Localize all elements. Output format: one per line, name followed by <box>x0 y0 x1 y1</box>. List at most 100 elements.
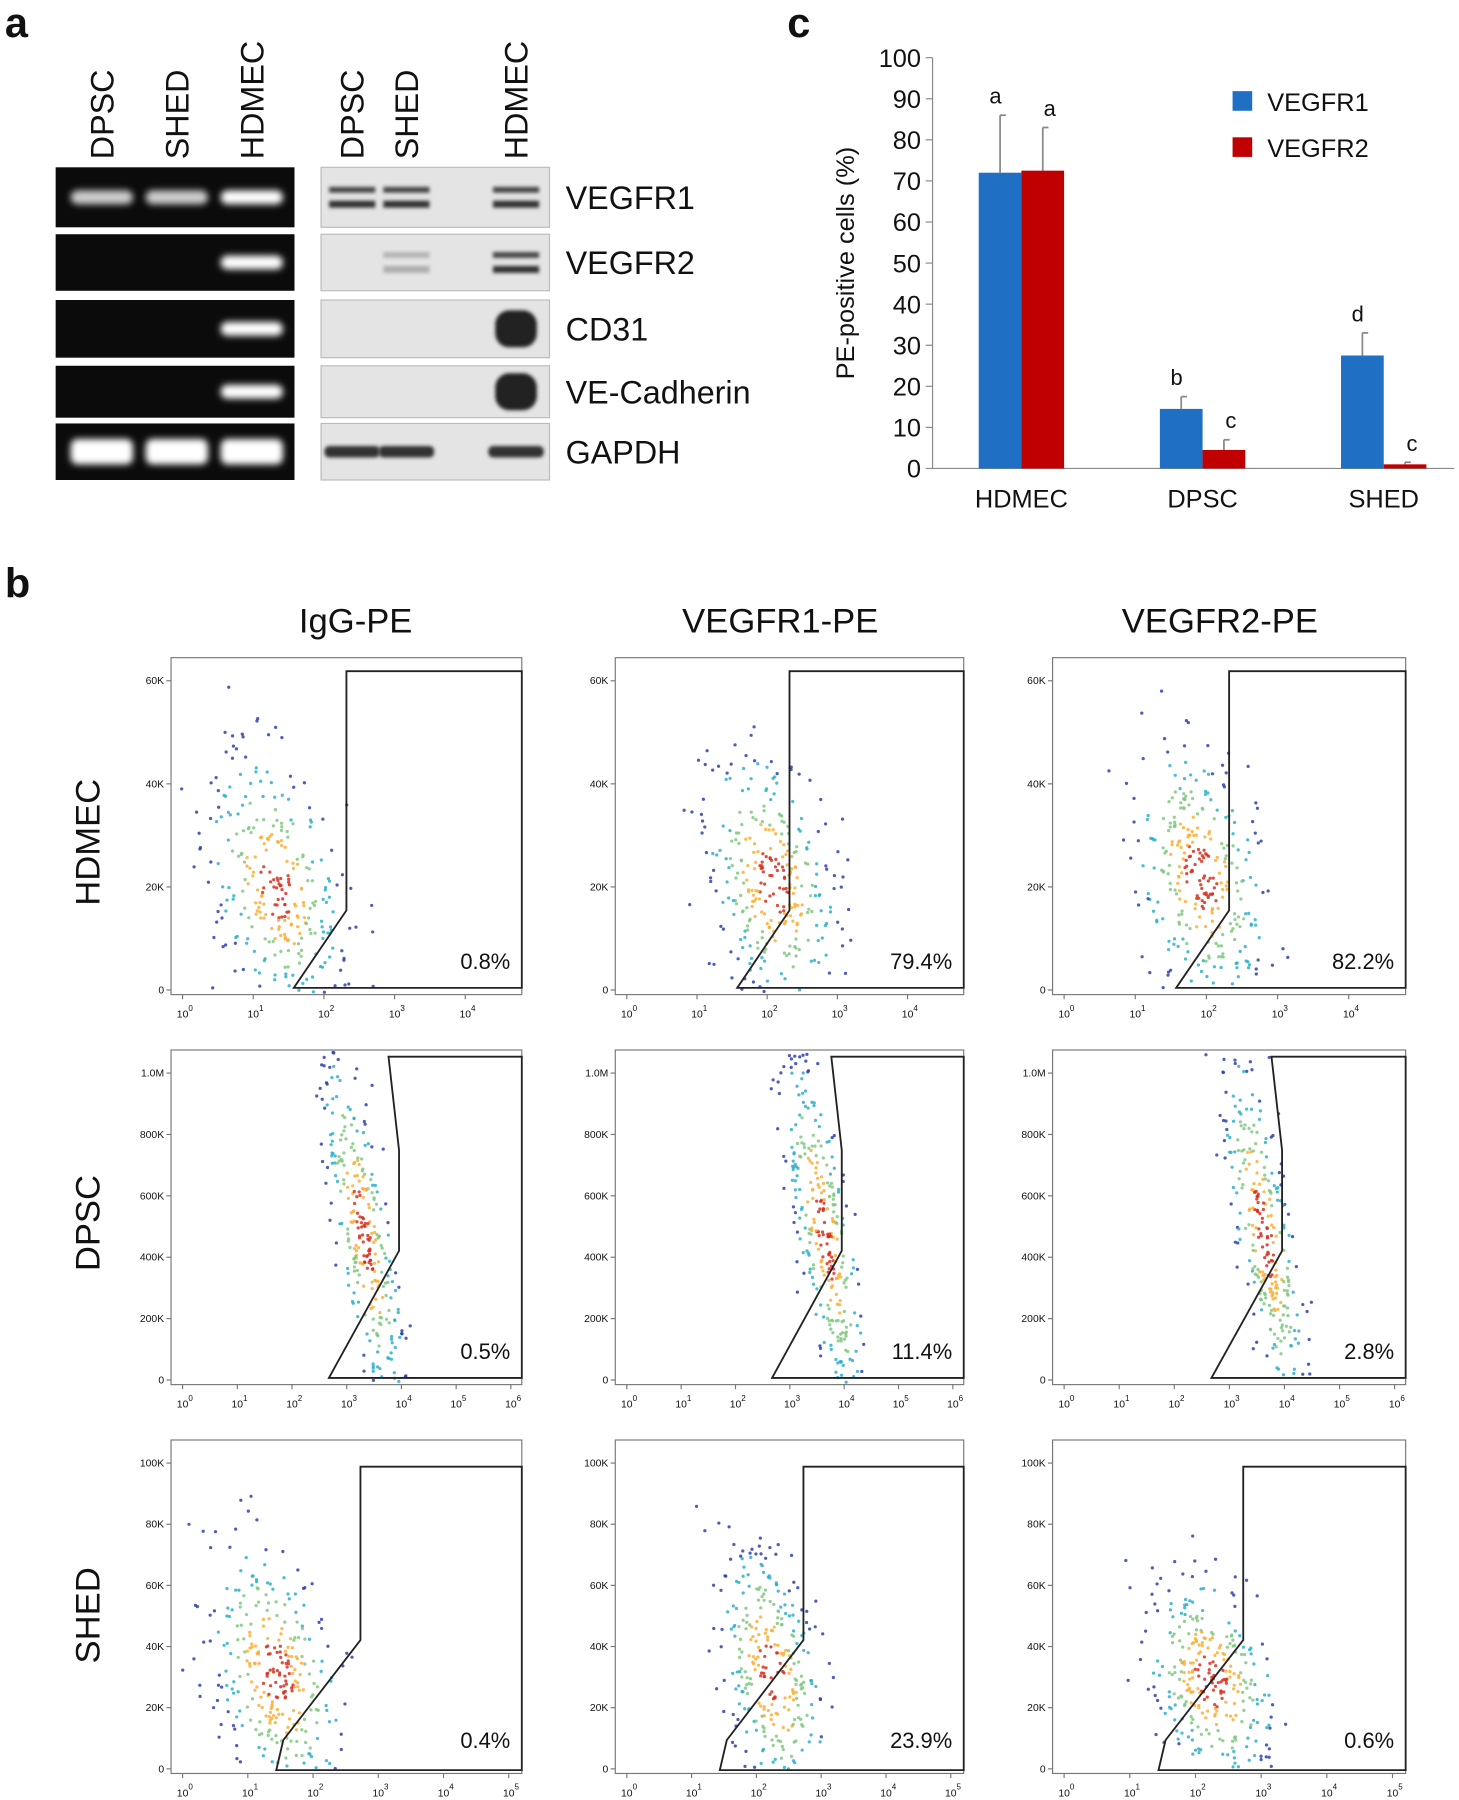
event-dot <box>1169 1602 1173 1606</box>
blot-band <box>492 265 540 273</box>
event-dot <box>358 1261 362 1265</box>
event-dot <box>255 1518 259 1522</box>
event-dot <box>794 954 798 958</box>
event-dot <box>703 1529 707 1533</box>
event-dot <box>315 1736 320 1741</box>
event-dot <box>1257 936 1261 940</box>
event-dot <box>777 1091 781 1096</box>
x-tick-exponent: 2 <box>741 1394 746 1403</box>
event-dot <box>1272 1184 1276 1188</box>
event-dot <box>275 1650 279 1655</box>
y-tick-label: 60K <box>1027 676 1046 687</box>
event-dot <box>794 1690 798 1695</box>
event-dot <box>745 1620 749 1624</box>
event-dot <box>249 1622 253 1626</box>
event-dot <box>768 1692 772 1697</box>
event-dot <box>1181 825 1186 830</box>
event-dot <box>733 1634 737 1638</box>
event-dot <box>1167 863 1172 867</box>
event-dot <box>800 1077 804 1081</box>
event-dot <box>398 1335 402 1339</box>
event-dot <box>226 1710 230 1714</box>
x-tick-base: 10 <box>1124 1789 1136 1800</box>
event-dot <box>762 1726 766 1730</box>
x-tick-base: 10 <box>751 1789 763 1800</box>
event-dot <box>730 976 734 980</box>
event-dot <box>1261 1201 1266 1205</box>
y-tick-label: 200K <box>1021 1314 1045 1325</box>
event-dot <box>228 785 232 789</box>
event-dot <box>1166 947 1171 952</box>
event-dot <box>373 1252 377 1256</box>
event-dot <box>1282 1288 1287 1292</box>
event-dot <box>1191 1661 1195 1665</box>
event-dot <box>1246 1282 1250 1286</box>
event-dot <box>733 1744 737 1748</box>
event-dot <box>812 1282 816 1286</box>
event-dot <box>765 765 769 769</box>
event-dot <box>747 1654 751 1658</box>
event-dot <box>326 877 330 881</box>
event-dot <box>328 1065 332 1069</box>
event-dot <box>244 755 248 759</box>
event-dot <box>268 1668 272 1672</box>
event-dot <box>1202 900 1207 905</box>
event-dot <box>1263 1177 1267 1181</box>
column-title: VEGFR1-PE <box>682 602 878 640</box>
event-dot <box>772 792 776 796</box>
x-tick-base: 10 <box>1190 1789 1202 1800</box>
event-dot <box>1230 1746 1234 1750</box>
event-dot <box>1276 1198 1280 1202</box>
event-dot <box>335 1161 340 1165</box>
event-dot <box>834 1319 838 1323</box>
event-dot <box>299 1661 304 1665</box>
event-dot <box>844 1325 848 1329</box>
event-dot <box>1261 1207 1266 1212</box>
event-dot <box>1203 789 1208 793</box>
event-dot <box>743 935 747 940</box>
event-dot <box>268 1582 272 1586</box>
event-dot <box>280 736 284 740</box>
column-title: IgG-PE <box>299 602 412 640</box>
event-dot <box>323 885 328 890</box>
event-dot <box>363 1122 367 1126</box>
event-dot <box>389 1357 394 1361</box>
event-dot <box>1231 927 1235 931</box>
event-dot <box>1269 1233 1274 1238</box>
event-dot <box>251 874 255 878</box>
event-dot <box>1253 1683 1257 1687</box>
event-dot <box>206 880 211 884</box>
y-tick-label: 40K <box>1027 779 1046 790</box>
event-dot <box>216 789 220 793</box>
event-dot <box>743 1707 747 1711</box>
event-dot <box>731 898 736 903</box>
event-dot <box>818 1697 822 1701</box>
event-dot <box>827 1252 831 1257</box>
event-dot <box>773 1643 777 1647</box>
x-tick-exponent: 4 <box>407 1394 412 1403</box>
event-dot <box>1146 1687 1150 1691</box>
event-dot <box>1121 838 1126 842</box>
y-tick-label: 200K <box>584 1314 608 1325</box>
event-dot <box>813 884 818 889</box>
event-dot <box>1250 1093 1255 1097</box>
event-dot <box>263 937 267 941</box>
event-dot <box>844 1380 848 1384</box>
event-dot <box>830 1255 834 1259</box>
event-dot <box>375 1365 380 1369</box>
event-dot <box>389 1296 393 1300</box>
event-dot <box>740 1675 744 1679</box>
event-dot <box>775 781 779 785</box>
event-dot <box>781 855 785 859</box>
event-dot <box>1292 1367 1296 1371</box>
event-dot <box>744 1627 748 1631</box>
event-dot <box>1206 772 1211 776</box>
event-dot <box>238 772 243 777</box>
event-dot <box>832 1134 836 1138</box>
event-dot <box>331 1131 335 1136</box>
event-dot <box>806 938 810 942</box>
event-dot <box>1271 1313 1276 1318</box>
event-dot <box>214 775 218 780</box>
event-dot <box>830 1705 834 1709</box>
event-dot <box>728 857 733 861</box>
